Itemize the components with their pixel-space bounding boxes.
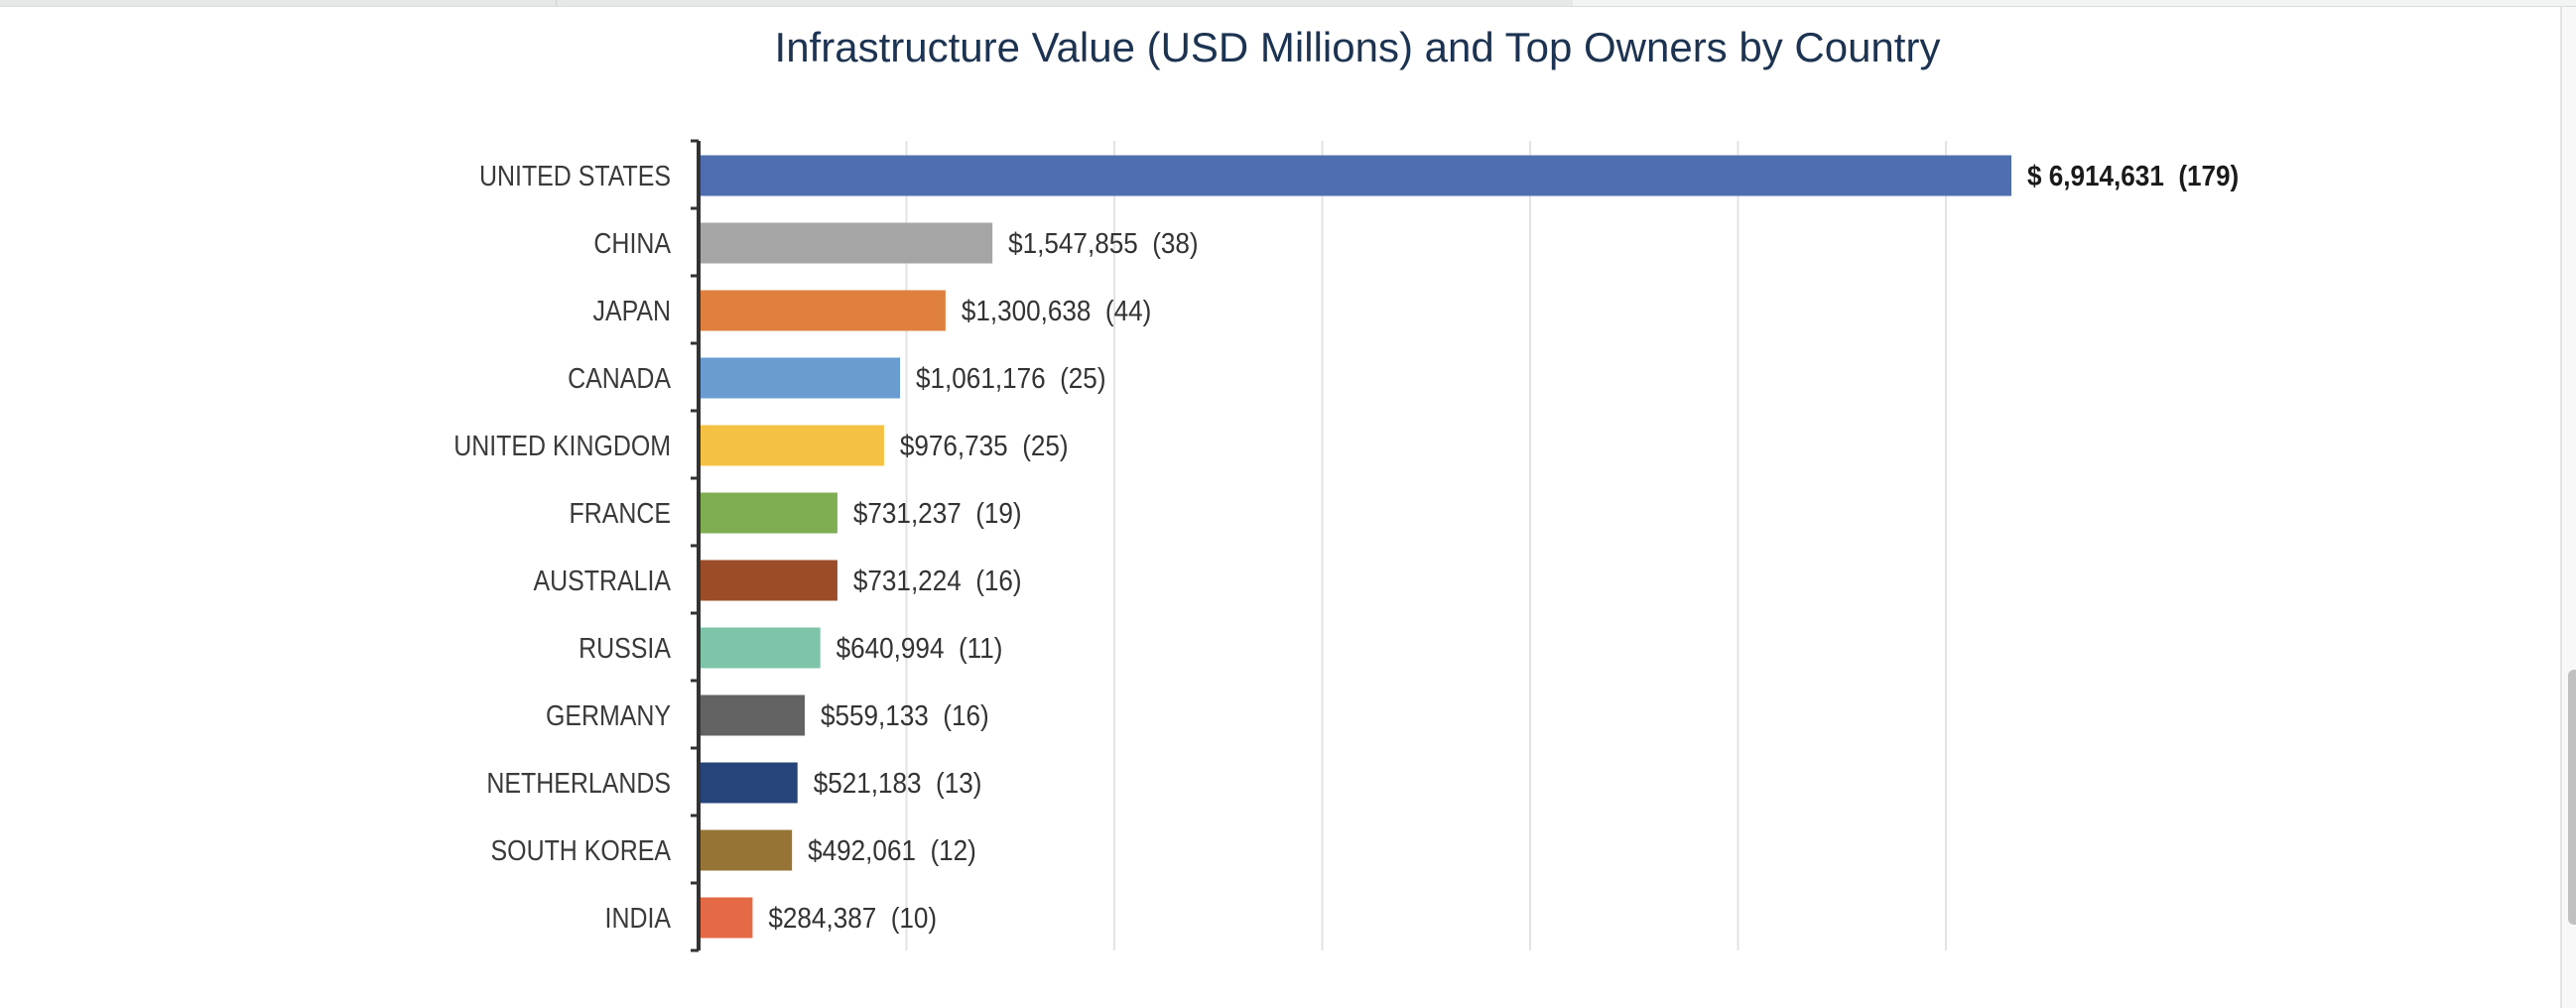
value-label: $731,224 (16): [853, 565, 1022, 597]
bar-united-kingdom: [699, 425, 884, 466]
bar-canada: [699, 357, 901, 399]
bar-australia: [699, 560, 837, 601]
category-label: CANADA: [568, 362, 671, 394]
top-toolbar-strip: [0, 0, 2576, 7]
bar-netherlands: [699, 762, 798, 804]
category-label: INDIA: [605, 902, 671, 934]
category-label: AUSTRALIA: [533, 565, 671, 596]
bar-india: [699, 897, 753, 939]
bar-united-states: [699, 155, 2011, 196]
scrollbar-thumb[interactable]: [2568, 670, 2576, 925]
value-label: $731,237 (19): [853, 497, 1022, 530]
category-label: SOUTH KOREA: [491, 834, 671, 866]
bar-russia: [699, 627, 821, 669]
toolbar-segment: [0, 0, 557, 6]
category-label: RUSSIA: [579, 632, 671, 664]
category-label: UNITED KINGDOM: [453, 430, 671, 461]
gridlines: [905, 141, 1947, 950]
bar-france: [699, 492, 837, 534]
category-label: UNITED STATES: [479, 160, 671, 191]
value-label: $1,547,855 (38): [1008, 227, 1198, 260]
value-label: $ 6,914,631 (179): [2027, 160, 2239, 192]
y-axis: [691, 139, 701, 952]
bars: [699, 155, 2011, 939]
value-labels: $ 6,914,631 (179) $1,547,855 (38) $1,300,6…: [768, 160, 2239, 935]
bar-germany: [699, 694, 805, 736]
value-label: $521,183 (13): [814, 767, 982, 800]
bar-south-korea: [699, 829, 793, 871]
category-label: NETHERLANDS: [486, 767, 671, 799]
category-label: JAPAN: [593, 295, 671, 326]
category-label: FRANCE: [570, 497, 671, 529]
value-label: $976,735 (25): [900, 430, 1069, 462]
toolbar-segment: [557, 0, 1573, 6]
chart-title: Infrastructure Value (USD Millions) and …: [775, 24, 1941, 70]
value-label: $1,061,176 (25): [916, 362, 1105, 395]
value-label: $1,300,638 (44): [962, 295, 1151, 327]
bar-japan: [699, 290, 946, 331]
value-label: $640,994 (11): [837, 632, 1003, 665]
value-label: $284,387 (10): [768, 902, 937, 935]
category-labels: UNITED STATES CHINA JAPAN CANADA UNITED KING…: [453, 160, 671, 934]
value-label: $559,133 (16): [821, 699, 989, 732]
category-label: GERMANY: [546, 699, 671, 731]
bar-china: [699, 222, 993, 264]
category-label: CHINA: [593, 227, 671, 259]
value-label: $492,061 (12): [808, 834, 976, 867]
